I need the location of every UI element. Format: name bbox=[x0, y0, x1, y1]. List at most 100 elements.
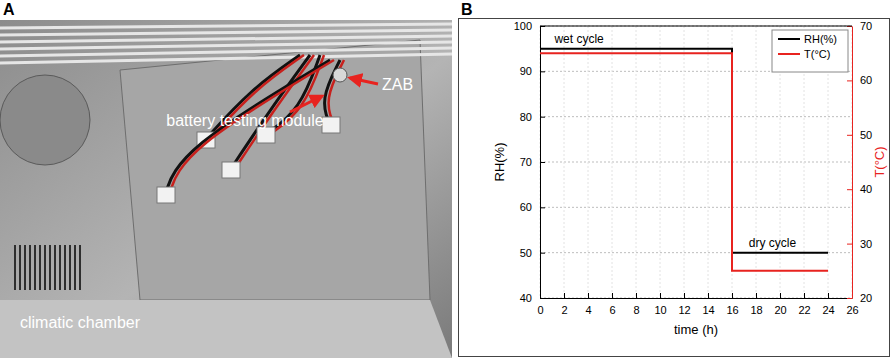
grille-slot bbox=[54, 245, 56, 290]
axis: 20 30 40 50 60 70 bbox=[847, 20, 872, 304]
fan bbox=[0, 75, 90, 165]
module bbox=[157, 187, 175, 203]
grille-slot bbox=[14, 245, 16, 290]
tick-label: 20 bbox=[860, 292, 872, 304]
tick-mark bbox=[612, 293, 613, 298]
tick-label: 40 bbox=[860, 183, 872, 195]
arrow bbox=[290, 96, 322, 112]
tick-label: 60 bbox=[860, 74, 872, 86]
photo-label: ZAB bbox=[382, 76, 413, 93]
tick-mark bbox=[847, 80, 852, 81]
y2-axis-title: T(°C) bbox=[872, 146, 887, 177]
grid-line bbox=[684, 26, 685, 298]
tick: 30 bbox=[847, 238, 872, 250]
legend: RH(%)T(°C) bbox=[772, 30, 848, 72]
tick: 10 bbox=[654, 293, 666, 316]
tick: 24 bbox=[822, 293, 834, 316]
tick-label: 4 bbox=[585, 304, 591, 316]
tick: 8 bbox=[633, 293, 639, 316]
panel-label: A bbox=[3, 1, 15, 18]
tick-mark bbox=[708, 293, 709, 298]
tick: 20 bbox=[774, 293, 786, 316]
tick-label: 20 bbox=[774, 304, 786, 316]
panel-label: B bbox=[461, 1, 473, 18]
grille-slot bbox=[19, 245, 21, 290]
tick-mark bbox=[636, 293, 637, 298]
tick: 18 bbox=[750, 293, 762, 316]
tick-label: 12 bbox=[678, 304, 690, 316]
grid-line bbox=[612, 26, 613, 298]
grid bbox=[540, 26, 852, 298]
annotation: wet cycle bbox=[553, 32, 604, 46]
tick-label: 60 bbox=[520, 201, 532, 213]
tick-label: 70 bbox=[520, 156, 532, 168]
photo-label: climatic chamber bbox=[20, 314, 141, 331]
tick-label: 18 bbox=[750, 304, 762, 316]
tick: 40 bbox=[847, 183, 872, 195]
tick-label: 26 bbox=[846, 304, 858, 316]
grid-line bbox=[588, 26, 589, 298]
tick-label: 16 bbox=[726, 304, 738, 316]
tick: 20 bbox=[847, 292, 872, 304]
tick-mark bbox=[564, 293, 565, 298]
grille-slot bbox=[64, 245, 66, 290]
tick-label: 14 bbox=[702, 304, 714, 316]
tick: 6 bbox=[609, 293, 615, 316]
y-axis-title: RH(%) bbox=[492, 143, 507, 182]
photo-label: battery testing module bbox=[166, 112, 324, 129]
tick-mark bbox=[847, 189, 852, 190]
tick-mark bbox=[540, 162, 545, 163]
tick: 4 bbox=[585, 293, 591, 316]
legend-swatch bbox=[778, 38, 800, 40]
tick-mark bbox=[756, 293, 757, 298]
axis-line bbox=[852, 27, 853, 299]
grille-slot bbox=[39, 245, 41, 290]
rack-bar bbox=[0, 36, 452, 42]
grille-slot bbox=[29, 245, 31, 290]
tick: 50 bbox=[520, 247, 545, 259]
tick-label: 22 bbox=[798, 304, 810, 316]
grid-line bbox=[660, 26, 661, 298]
tick-label: 24 bbox=[822, 304, 834, 316]
legend-label: T(°C) bbox=[804, 48, 830, 60]
tick: 70 bbox=[520, 156, 545, 168]
tick-mark bbox=[847, 135, 852, 136]
tick-label: 40 bbox=[520, 292, 532, 304]
rack-bar bbox=[0, 30, 452, 35]
tick-label: 8 bbox=[633, 304, 639, 316]
tick-label: 50 bbox=[860, 129, 872, 141]
tick-mark bbox=[847, 244, 852, 245]
axis: 02468101214161820222426 bbox=[537, 293, 858, 316]
tick-mark bbox=[732, 293, 733, 298]
rack-bar bbox=[0, 24, 452, 28]
grille-slot bbox=[69, 245, 71, 290]
grille-slot bbox=[34, 245, 36, 290]
series-line bbox=[540, 53, 828, 271]
tick-mark bbox=[540, 253, 545, 254]
tick-label: 10 bbox=[654, 304, 666, 316]
tick-label: 70 bbox=[860, 20, 872, 32]
tick-mark bbox=[588, 293, 589, 298]
grille-slot bbox=[24, 245, 26, 290]
grille-slot bbox=[49, 245, 51, 290]
tick-label: 30 bbox=[860, 238, 872, 250]
tick: 40 bbox=[520, 292, 545, 304]
tick: 60 bbox=[847, 74, 872, 86]
tick: 2 bbox=[561, 293, 567, 316]
arrow bbox=[350, 78, 378, 84]
module bbox=[257, 127, 275, 143]
tick-mark bbox=[804, 293, 805, 298]
grid-line bbox=[540, 26, 852, 27]
tick-mark bbox=[540, 117, 545, 118]
axis: 405060708090100 bbox=[514, 20, 545, 304]
grid-line bbox=[564, 26, 565, 298]
series-line bbox=[540, 49, 828, 253]
tick-label: 6 bbox=[609, 304, 615, 316]
grid-line bbox=[540, 116, 852, 117]
tick: 16 bbox=[726, 293, 738, 316]
grid-line bbox=[540, 298, 852, 299]
grille-slot bbox=[44, 245, 46, 290]
tick: 90 bbox=[520, 65, 545, 77]
rack-bar bbox=[0, 54, 452, 63]
tick-mark bbox=[684, 293, 685, 298]
